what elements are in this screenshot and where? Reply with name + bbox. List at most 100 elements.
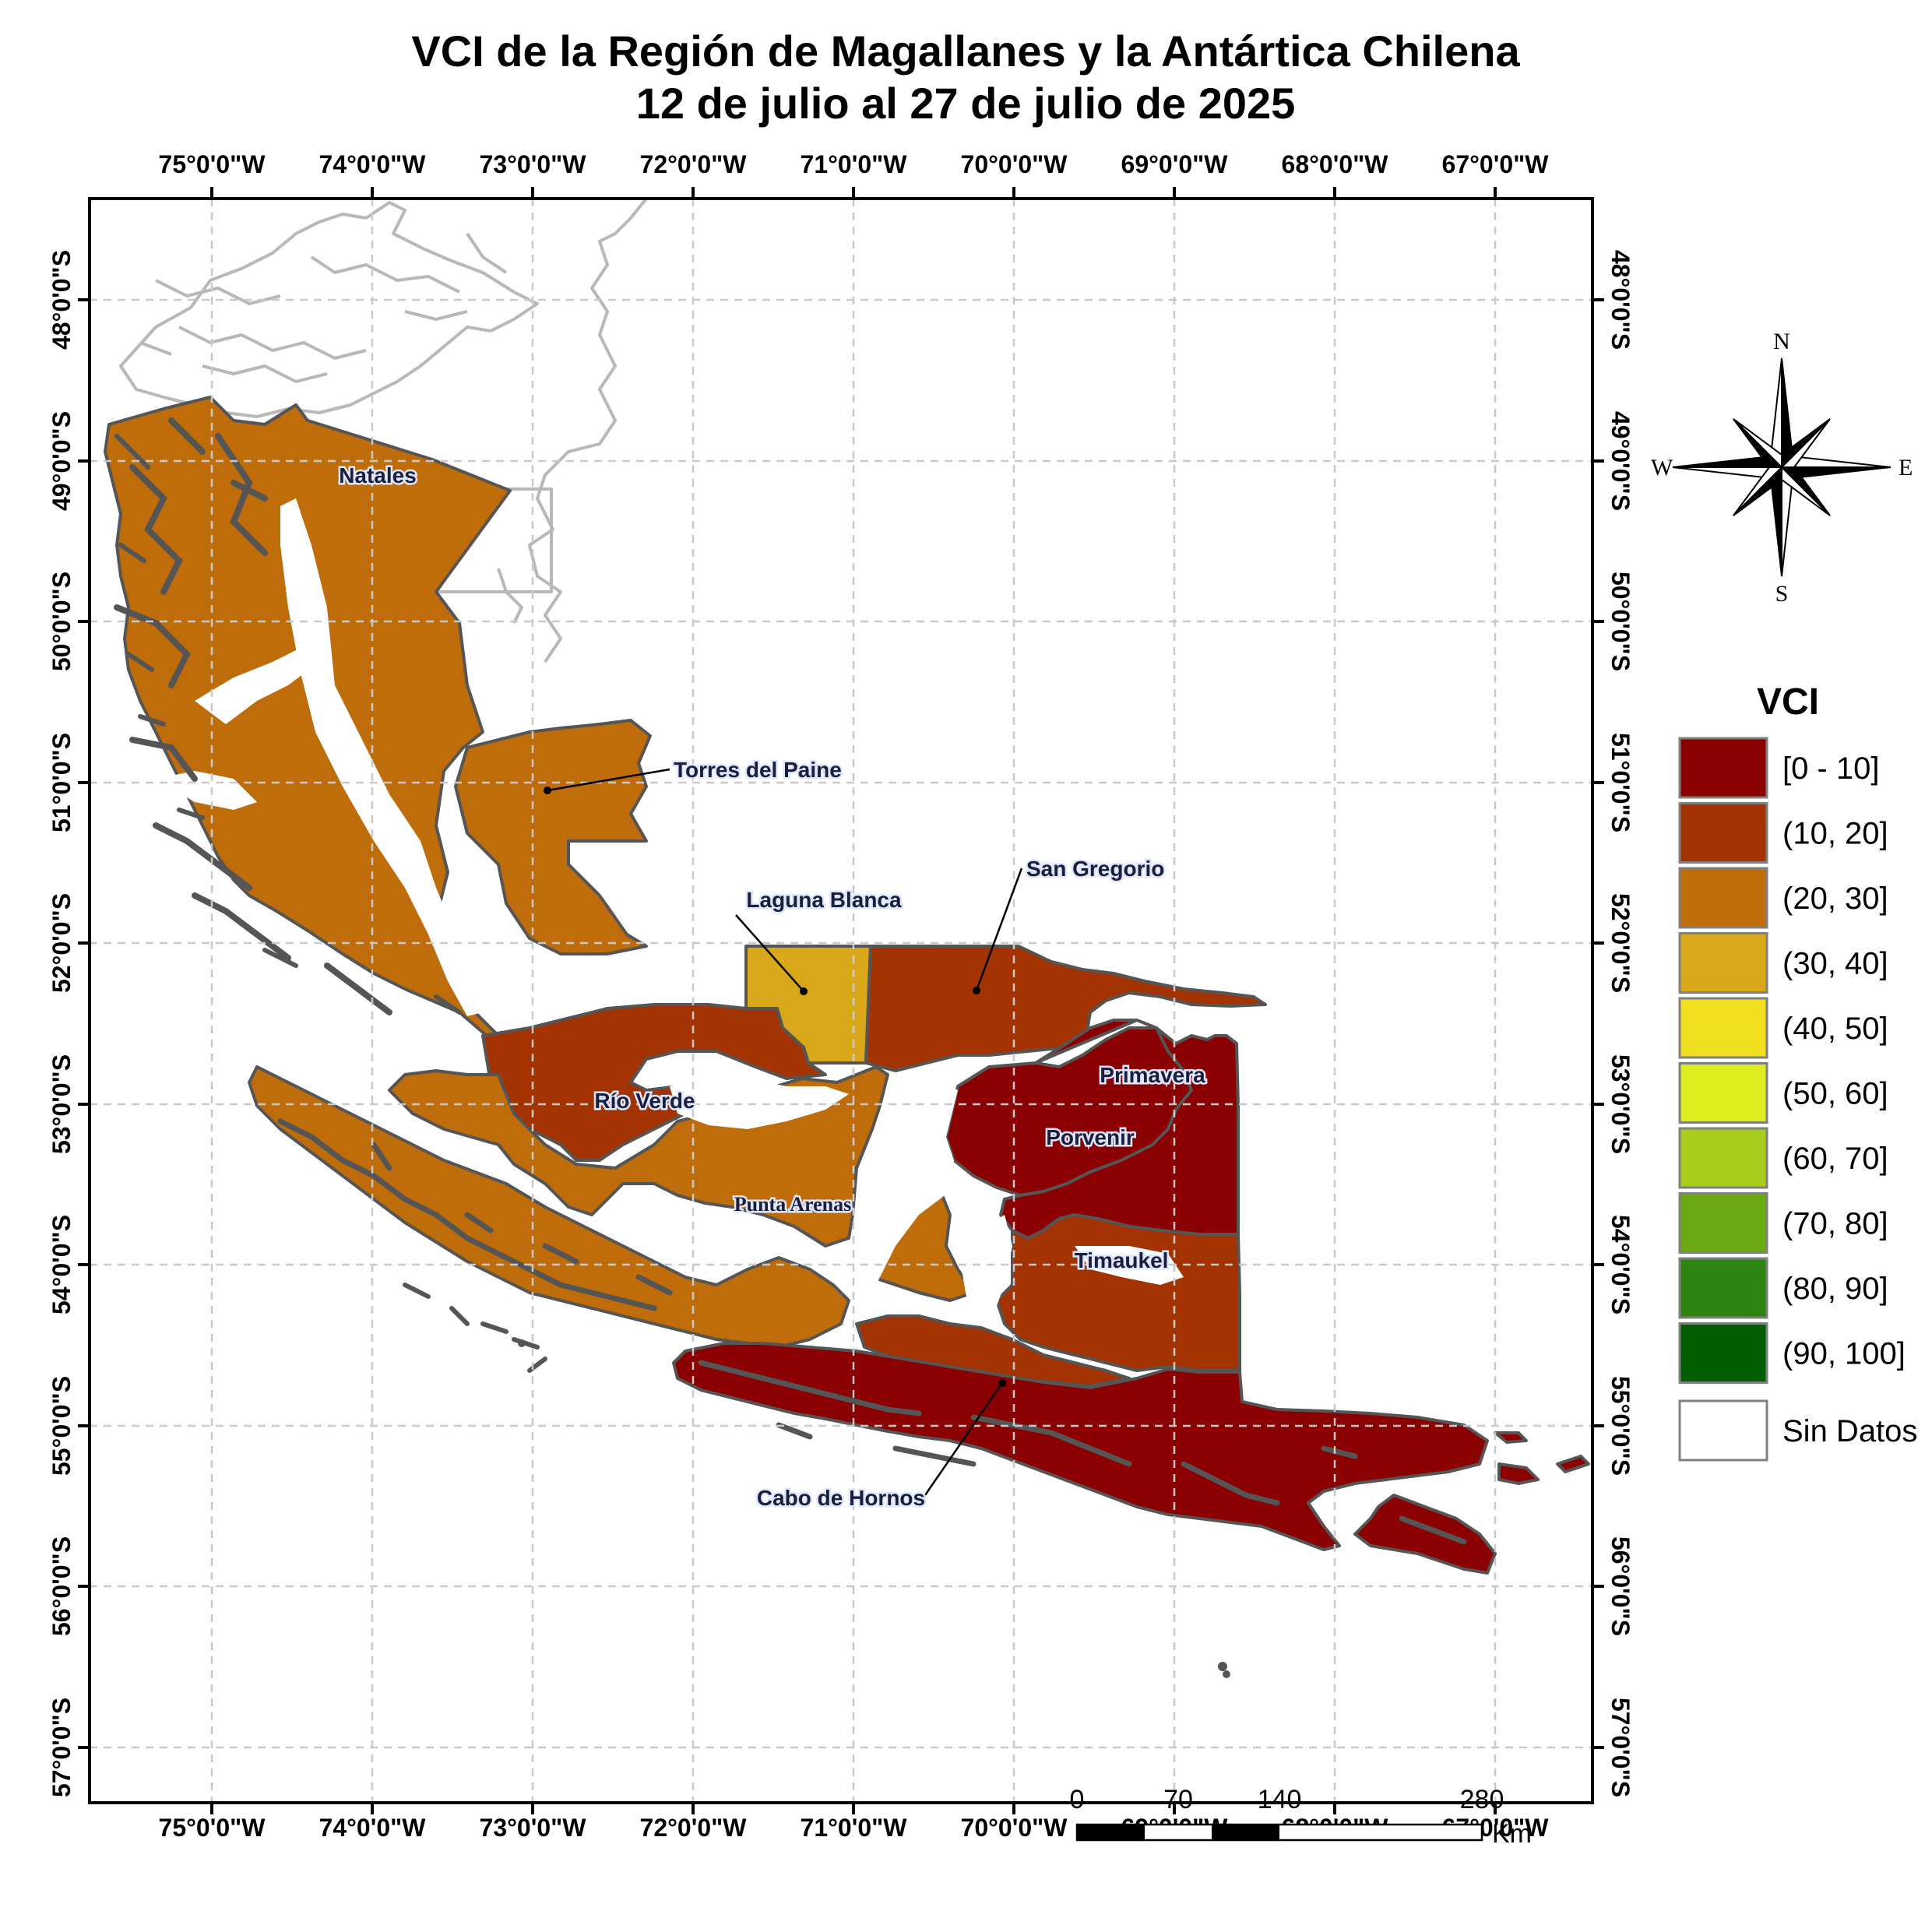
lon-label-top: 73°0'0"W: [480, 150, 587, 178]
legend-label: (80, 90]: [1782, 1272, 1888, 1306]
legend-label: (60, 70]: [1782, 1142, 1888, 1176]
lat-label-left: 51°0'0"S: [48, 733, 76, 832]
lon-label-top: 67°0'0"W: [1442, 150, 1550, 178]
lon-label-top: 70°0'0"W: [961, 150, 1068, 178]
map-subtitle: 12 de julio al 27 de julio de 2025: [636, 79, 1296, 128]
lat-label-right: 57°0'0"S: [1606, 1698, 1635, 1797]
scale-unit: Km: [1492, 1819, 1532, 1849]
legend-swatch: [1678, 1127, 1768, 1189]
label-san-gregorio: San Gregorio: [1026, 857, 1164, 881]
municipality-san-gregorio[interactable]: [864, 945, 1267, 1072]
label-punta-arenas: Punta Arenas: [734, 1193, 852, 1216]
lat-label-left: 57°0'0"S: [48, 1698, 76, 1797]
scale-tick-label: 0: [1070, 1785, 1085, 1814]
legend-label: (30, 40]: [1782, 947, 1888, 981]
compass-north: N: [1773, 329, 1790, 354]
leader-torres-del-paine: [547, 768, 670, 792]
axis-top: 75°0'0"W 74°0'0"W 73°0'0"W 72°0'0"W 71°0…: [159, 150, 1550, 178]
municipality-torres-del-paine[interactable]: [454, 719, 652, 955]
label-timaukel: Timaukel: [1075, 1248, 1169, 1272]
scale-bar: 0 70 140 280 Km: [1070, 1785, 1532, 1849]
legend-label-no-data: Sin Datos: [1782, 1414, 1917, 1448]
lon-label-bottom: 72°0'0"W: [640, 1814, 748, 1842]
legend-swatch: [1678, 1257, 1768, 1319]
axis-ticks: [78, 187, 1604, 1814]
legend-swatch: [1678, 1322, 1768, 1384]
legend-swatch-no-data: [1678, 1399, 1768, 1462]
legend-label: (40, 50]: [1782, 1012, 1888, 1046]
legend: VCI [0 - 10] (10, 20] (20, 30] (30, 40] (40,…: [1678, 681, 1917, 1462]
lat-label-left: 52°0'0"S: [48, 893, 76, 993]
lon-label-top: 72°0'0"W: [640, 150, 748, 178]
lat-label-right: 54°0'0"S: [1606, 1215, 1635, 1314]
lat-label-right: 49°0'0"S: [1606, 411, 1635, 511]
legend-title: VCI: [1757, 681, 1819, 723]
lat-label-left: 54°0'0"S: [48, 1215, 76, 1314]
leader-laguna-blanca: [735, 914, 804, 992]
axis-left: 48°0'0"S 49°0'0"S 50°0'0"S 51°0'0"S 52°0…: [48, 250, 76, 1797]
lat-label-left: 48°0'0"S: [48, 250, 76, 350]
axis-right: 48°0'0"S 49°0'0"S 50°0'0"S 51°0'0"S 52°0…: [1606, 250, 1635, 1797]
legend-swatch: [1678, 1192, 1768, 1254]
municipality-rio-verde[interactable]: [481, 1003, 827, 1162]
graticule: [90, 199, 1592, 1803]
lat-label-right: 53°0'0"S: [1606, 1054, 1635, 1154]
lon-label-top: 69°0'0"W: [1121, 150, 1229, 178]
label-laguna-blanca: Laguna Blanca: [746, 888, 902, 912]
label-rio-verde: Río Verde: [594, 1089, 695, 1113]
compass-rose-icon: N S E W: [1651, 329, 1913, 607]
legend-label: (10, 20]: [1782, 817, 1888, 851]
legend-swatch: [1678, 932, 1768, 994]
lat-label-left: 53°0'0"S: [48, 1054, 76, 1154]
lat-label-right: 56°0'0"S: [1606, 1536, 1635, 1636]
lon-label-bottom: 71°0'0"W: [801, 1814, 908, 1842]
lon-label-top: 74°0'0"W: [319, 150, 427, 178]
municipality-labels: Natales Torres del Paine Laguna Blanca S…: [337, 462, 1208, 1512]
legend-label: (50, 60]: [1782, 1077, 1888, 1111]
legend-label: (90, 100]: [1782, 1337, 1906, 1371]
legend-swatch: [1678, 737, 1768, 799]
lon-label-bottom: 70°0'0"W: [961, 1814, 1068, 1842]
water-channels: [156, 498, 1184, 1324]
legend-label: [0 - 10]: [1782, 751, 1880, 786]
lon-label-top: 71°0'0"W: [801, 150, 908, 178]
lat-label-right: 52°0'0"S: [1606, 893, 1635, 993]
leader-cabo-de-hornos: [924, 1382, 1004, 1496]
lon-label-bottom: 74°0'0"W: [319, 1814, 427, 1842]
legend-swatch: [1678, 1062, 1768, 1124]
label-primavera: Primavera: [1100, 1063, 1205, 1087]
legend-swatch: [1678, 802, 1768, 864]
compass-east: E: [1899, 455, 1913, 480]
lat-label-right: 55°0'0"S: [1606, 1376, 1635, 1476]
municipality-timaukel[interactable]: [855, 1213, 1241, 1388]
label-torres-del-paine: Torres del Paine: [674, 758, 842, 782]
lat-label-left: 50°0'0"S: [48, 572, 76, 671]
lat-label-left: 56°0'0"S: [48, 1536, 76, 1636]
compass-west: W: [1651, 455, 1673, 480]
lat-label-left: 55°0'0"S: [48, 1376, 76, 1476]
lon-label-top: 75°0'0"W: [159, 150, 266, 178]
compass-south: S: [1775, 581, 1789, 607]
legend-label: (20, 30]: [1782, 882, 1888, 916]
lon-label-bottom: 75°0'0"W: [159, 1814, 266, 1842]
label-porvenir: Porvenir: [1046, 1125, 1135, 1149]
scale-tick-label: 70: [1163, 1785, 1193, 1814]
map-frame: [88, 197, 1594, 1804]
legend-items: [0 - 10] (10, 20] (20, 30] (30, 40] (40, 50]…: [1678, 737, 1917, 1462]
fjord-details: [114, 417, 1467, 1678]
lon-label-bottom: 73°0'0"W: [480, 1814, 587, 1842]
map-title: VCI de la Región de Magallanes y la Antá…: [411, 26, 1520, 76]
lat-label-left: 49°0'0"S: [48, 411, 76, 511]
legend-label: (70, 80]: [1782, 1207, 1888, 1241]
lat-label-right: 50°0'0"S: [1606, 572, 1635, 671]
legend-swatch: [1678, 867, 1768, 929]
lon-label-top: 68°0'0"W: [1282, 150, 1389, 178]
label-cabo-de-hornos: Cabo de Hornos: [757, 1486, 925, 1510]
scale-tick-label: 140: [1258, 1785, 1302, 1814]
leader-san-gregorio: [975, 867, 1023, 991]
label-natales: Natales: [339, 463, 417, 487]
lat-label-right: 48°0'0"S: [1606, 250, 1635, 350]
scale-tick-label: 280: [1460, 1785, 1504, 1814]
legend-swatch: [1678, 997, 1768, 1059]
